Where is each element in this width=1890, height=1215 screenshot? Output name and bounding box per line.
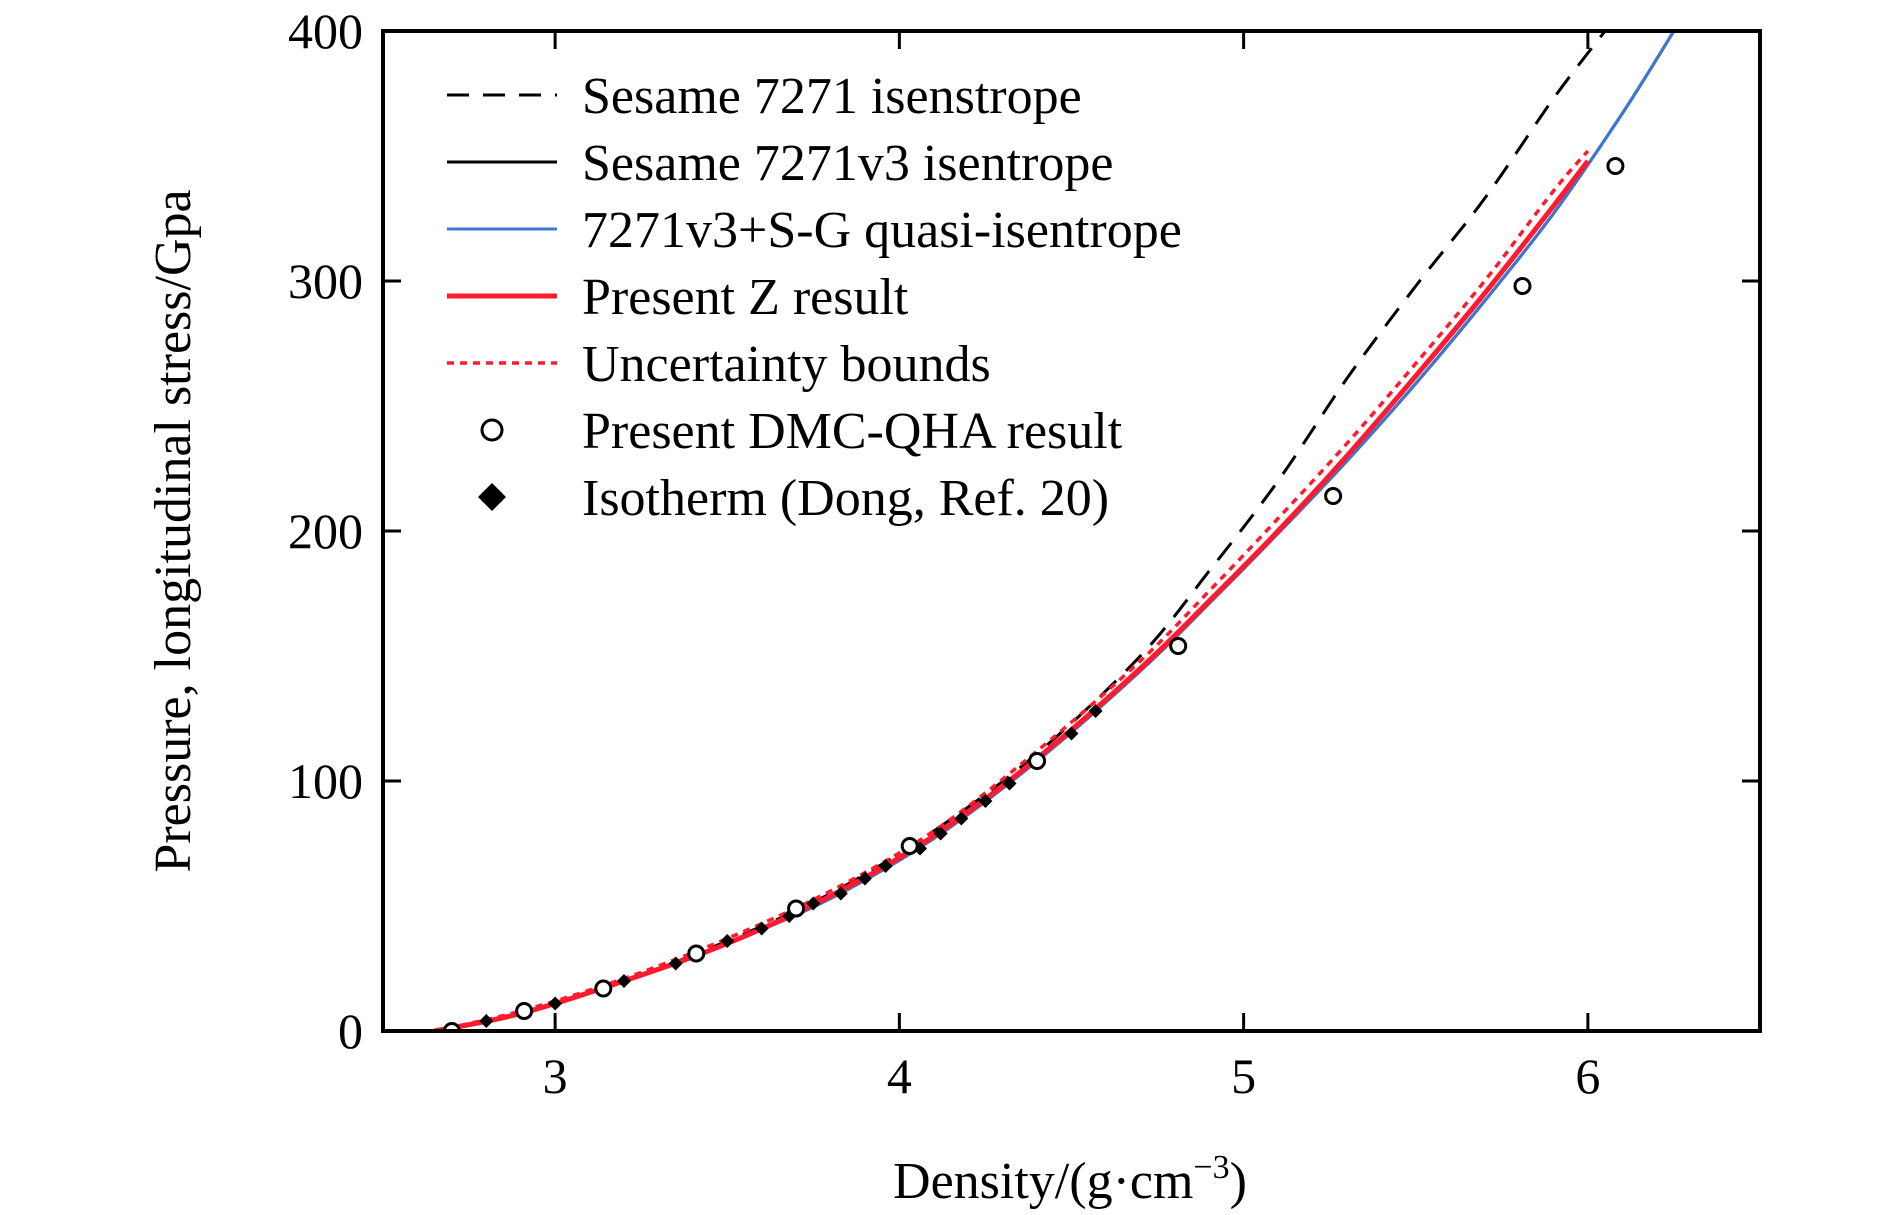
data-point-isotherm [806, 896, 821, 911]
data-point-isotherm [1064, 726, 1079, 741]
legend-label: Sesame 7271 isenstrope [582, 68, 1082, 125]
x-axis-label-superscript: −3 [1193, 1149, 1229, 1186]
data-point-dmc-qha [787, 899, 806, 918]
legend-swatch [478, 483, 506, 511]
x-axis-label-close: ) [1230, 1153, 1247, 1210]
legend-label: Isotherm (Dong, Ref. 20) [582, 470, 1109, 527]
y-axis-label: Pressure, longitudinal stress/Gpa [145, 189, 202, 872]
legend: Sesame 7271 isenstrope Sesame 7271v3 isen… [447, 68, 1182, 527]
data-point-isotherm [479, 1014, 494, 1028]
data-point-dmc-qha [515, 1002, 534, 1020]
y-tick-label: 300 [288, 253, 363, 309]
data-point-isotherm [978, 794, 993, 808]
data-point-isotherm [878, 859, 893, 873]
data-point-isotherm [1002, 776, 1017, 791]
y-tick-label: 200 [288, 503, 363, 559]
data-point-dmc-qha [687, 944, 706, 963]
data-point-isotherm [857, 871, 872, 886]
y-tick-label: 400 [288, 3, 363, 59]
legend-label: Sesame 7271v3 isentrope [582, 135, 1113, 192]
data-point-isotherm [1088, 704, 1103, 718]
data-point-dmc-qha [900, 837, 919, 855]
x-axis-label-main: Density/(g·cm [893, 1153, 1193, 1210]
legend-item-present-z-result: Present Z result [447, 269, 909, 326]
series-line-uncertainty-bounds [434, 149, 1590, 1031]
x-tick-label: 5 [1231, 1048, 1256, 1104]
legend-label: Present DMC-QHA result [582, 403, 1123, 460]
series-line-present-z-result [434, 159, 1590, 1031]
data-point-dmc-qha [1513, 277, 1532, 295]
data-point-isotherm [720, 934, 735, 948]
data-point-isotherm [833, 886, 848, 901]
data-point-isotherm [616, 974, 631, 988]
data-point-isotherm [668, 956, 683, 971]
legend-label: Present Z result [582, 269, 909, 326]
x-axis-label: Density/(g·cm−3) [893, 1149, 1247, 1210]
y-tick-label: 0 [338, 1003, 363, 1059]
x-tick-label: 3 [543, 1048, 568, 1104]
legend-label: Uncertainty bounds [582, 336, 991, 393]
legend-item-uncertainty-bounds: Uncertainty bounds [447, 336, 991, 393]
tick-layer: 3 4 5 6 0 100 200 300 400 [288, 3, 1760, 1104]
series-line-sesame-7271-isenstrope [434, 31, 1607, 1031]
data-point-isotherm [933, 826, 948, 841]
legend-item-7271v3-s-g-quasi-isentrope: 7271v3+S-G quasi-isentrope [447, 202, 1182, 259]
y-tick-label: 100 [288, 753, 363, 809]
legend-item-present-dmc-qha-result: Present DMC-QHA result [480, 403, 1123, 460]
legend-label: 7271v3+S-G quasi-isentrope [582, 202, 1182, 259]
x-tick-label: 6 [1575, 1048, 1600, 1104]
data-point-dmc-qha [1324, 487, 1343, 505]
data-point-dmc-qha [1169, 637, 1188, 655]
data-point-isotherm [548, 996, 563, 1011]
data-point-dmc-qha [1028, 752, 1047, 770]
data-point-isotherm [754, 921, 769, 936]
x-tick-label: 4 [887, 1048, 912, 1104]
data-point-dmc-qha [594, 979, 613, 998]
legend-swatch [480, 418, 504, 442]
marker-layer [442, 157, 1625, 1031]
legend-item-sesame-7271-isenstrope: Sesame 7271 isenstrope [447, 68, 1082, 125]
data-point-dmc-qha [1606, 157, 1625, 175]
legend-item-sesame-7271v3-isentrope: Sesame 7271v3 isentrope [447, 135, 1113, 192]
legend-item-isotherm-dong-ref-20: Isotherm (Dong, Ref. 20) [478, 470, 1109, 527]
data-point-isotherm [954, 811, 969, 826]
